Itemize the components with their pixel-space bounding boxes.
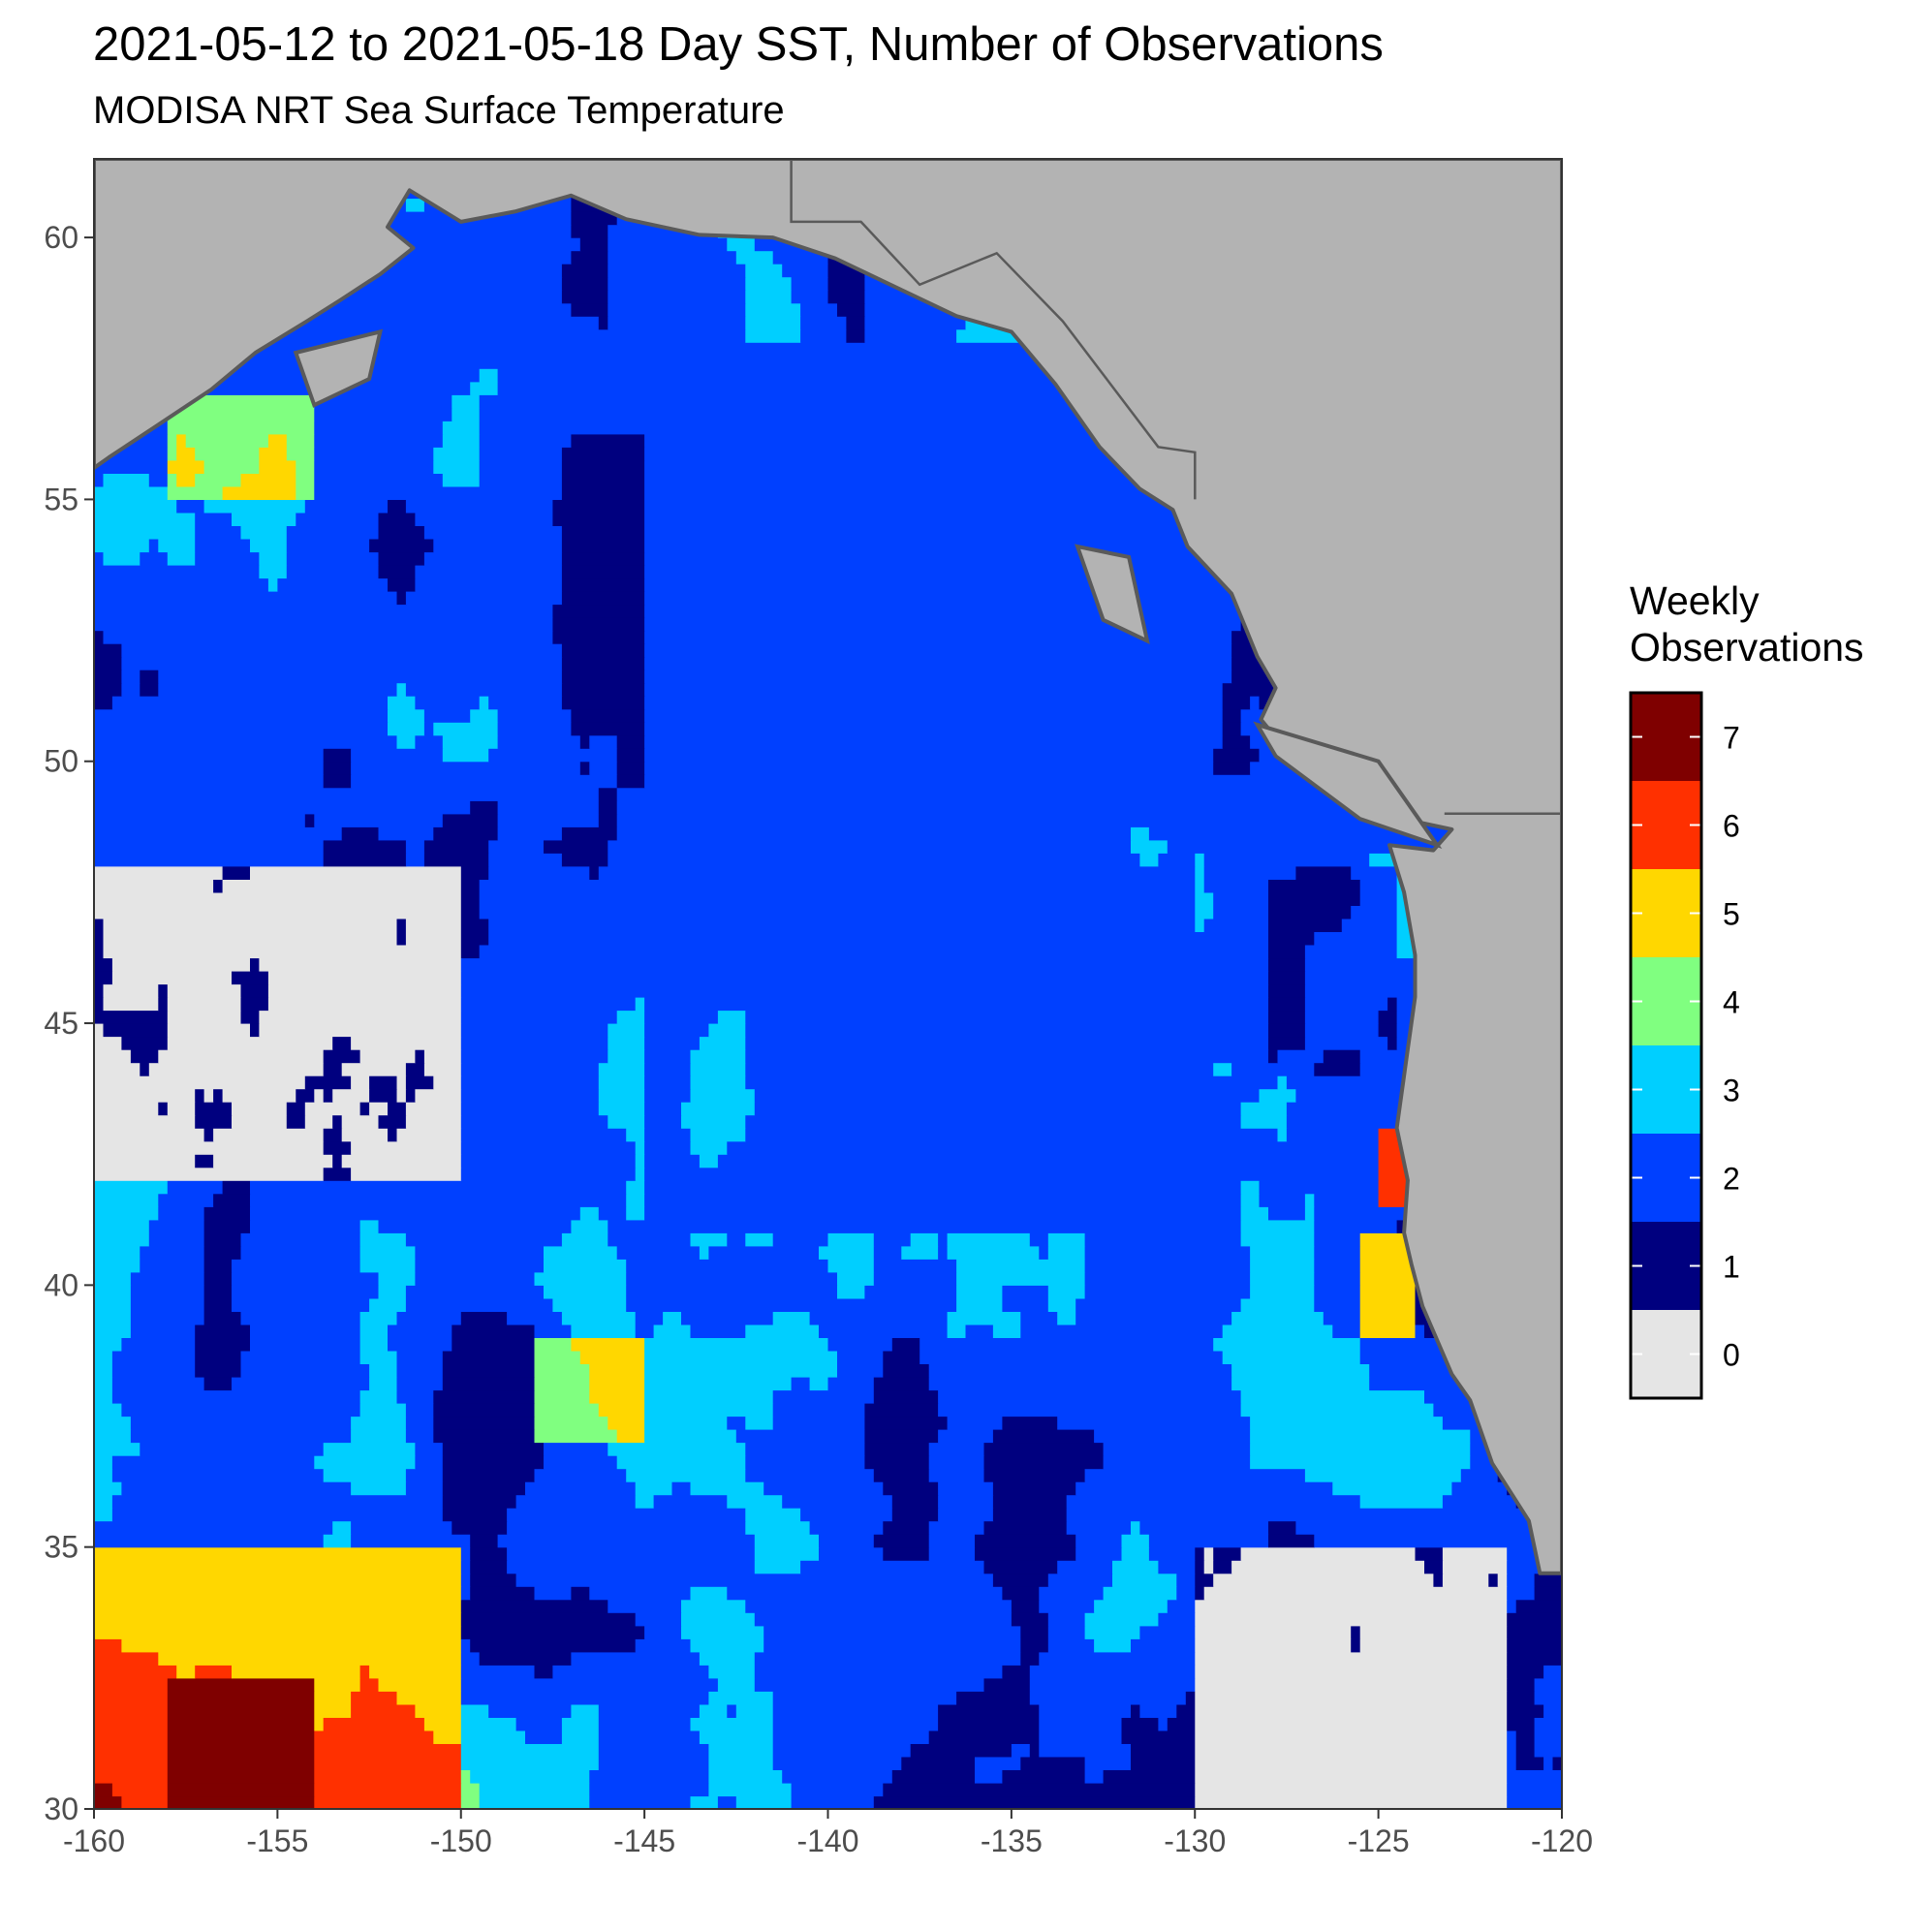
y-axis: 30 35 40 45 50 55 60 xyxy=(44,220,94,1826)
y-tick-label: 45 xyxy=(44,1006,78,1041)
x-tick-label: -160 xyxy=(63,1823,125,1858)
legend-frame xyxy=(1629,691,1703,1400)
legend-label: 6 xyxy=(1723,809,1740,844)
legend-swatch xyxy=(1631,957,1701,1045)
map-title: 2021-05-12 to 2021-05-18 Day SST, Number… xyxy=(93,18,1384,71)
legend-label: 2 xyxy=(1723,1162,1740,1197)
x-tick-label: -140 xyxy=(796,1823,858,1858)
legend-label: 4 xyxy=(1723,985,1740,1020)
y-tick-label: 35 xyxy=(44,1530,78,1565)
legend-colorbar: 7 6 5 4 3 2 1 0 xyxy=(1629,691,1740,1400)
y-tick-label: 60 xyxy=(44,220,78,255)
y-tick-label: 30 xyxy=(44,1792,78,1826)
legend-swatch xyxy=(1631,1222,1701,1310)
legend-swatch xyxy=(1631,693,1701,781)
legend-label: 0 xyxy=(1723,1338,1740,1373)
land-layer xyxy=(94,159,1562,1575)
map-subtitle: MODISA NRT Sea Surface Temperature xyxy=(93,89,785,132)
x-tick-label: -120 xyxy=(1531,1823,1593,1858)
x-tick-label: -150 xyxy=(430,1823,492,1858)
x-tick-label: -145 xyxy=(613,1823,675,1858)
legend-swatch xyxy=(1631,1045,1701,1134)
y-tick-label: 55 xyxy=(44,482,78,516)
legend-label: 3 xyxy=(1723,1074,1740,1108)
legend-label: 5 xyxy=(1723,897,1740,932)
legend-label: 7 xyxy=(1723,721,1740,756)
x-tick-label: -155 xyxy=(246,1823,308,1858)
x-tick-label: -125 xyxy=(1348,1823,1410,1858)
legend-swatch xyxy=(1631,1310,1701,1398)
legend-swatch xyxy=(1631,1134,1701,1222)
legend-label: 1 xyxy=(1723,1250,1740,1285)
x-tick-label: -135 xyxy=(981,1823,1043,1858)
legend-title-line2: Observations xyxy=(1630,625,1864,670)
y-tick-label: 40 xyxy=(44,1267,78,1302)
x-axis: -160 -155 -150 -145 -140 -135 -130 -125 -120 xyxy=(63,1809,1593,1858)
legend-title: Weekly Observations xyxy=(1630,577,1864,670)
y-tick-label: 50 xyxy=(44,744,78,779)
x-tick-label: -130 xyxy=(1164,1823,1226,1858)
legend-swatch xyxy=(1631,869,1701,957)
map-panel xyxy=(94,159,1562,1809)
legend-title-line1: Weekly xyxy=(1630,578,1760,623)
legend-swatch xyxy=(1631,781,1701,869)
